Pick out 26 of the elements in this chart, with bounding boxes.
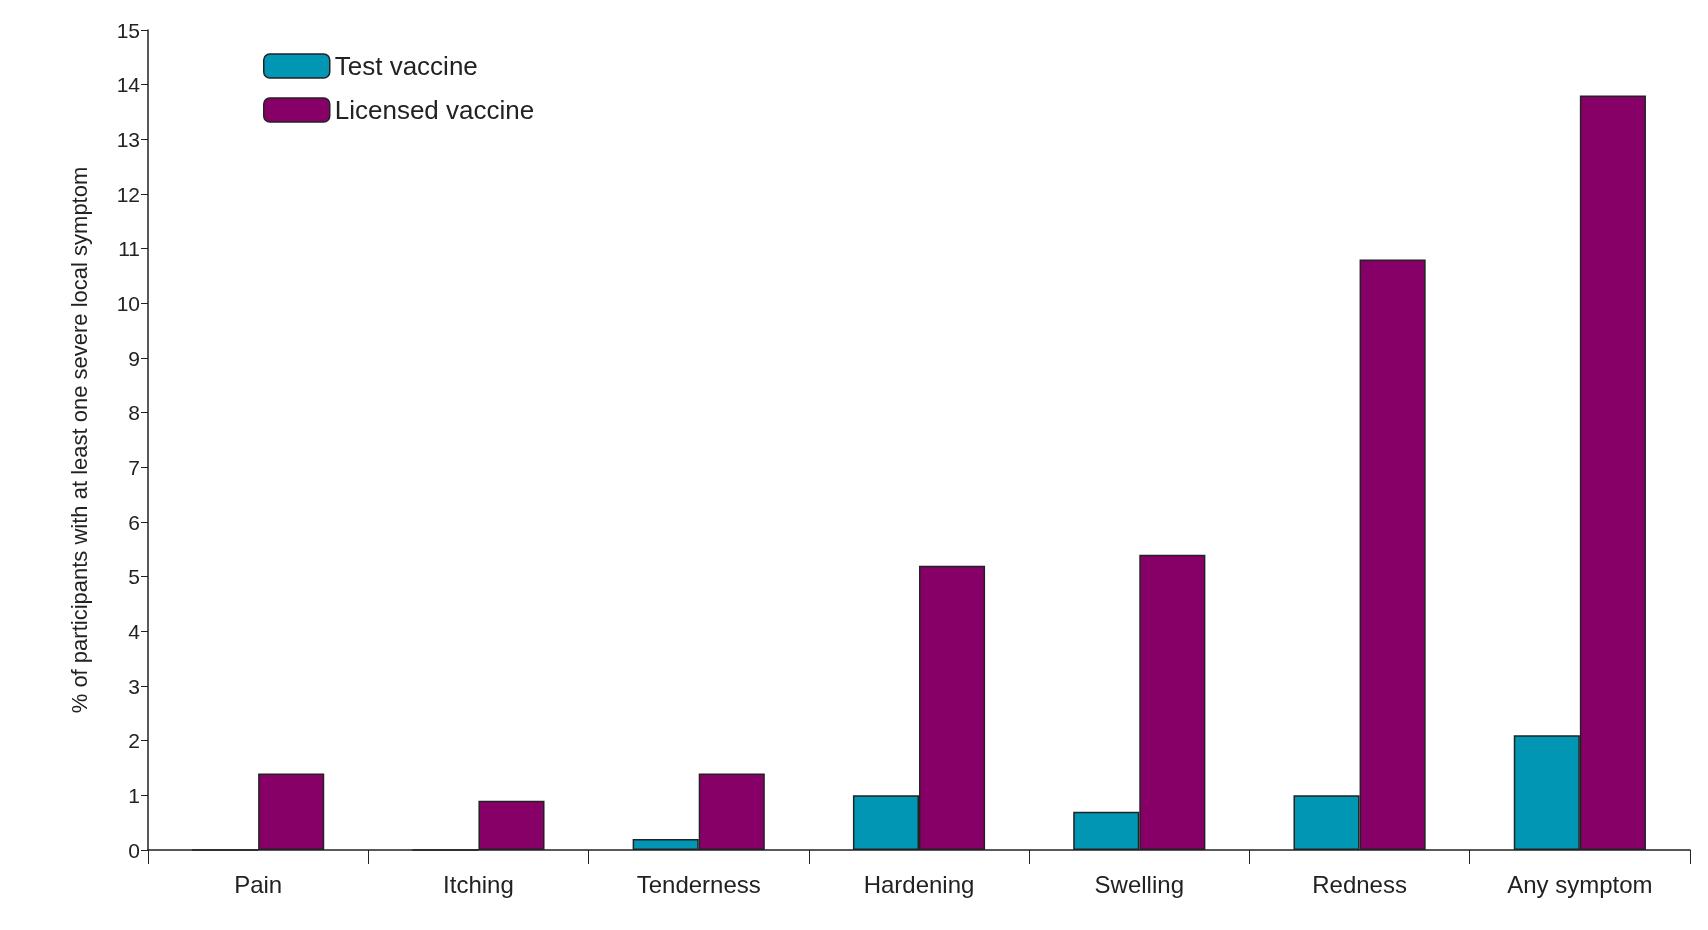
y-tick-label: 15 [116, 18, 140, 42]
y-tick-label: 2 [128, 729, 140, 753]
y-tick-label: 10 [116, 291, 140, 315]
x-tick-label: Hardening [863, 870, 975, 898]
y-tick-label: 12 [116, 182, 140, 206]
legend-label: Test vaccine [334, 51, 478, 81]
y-tick-label: 11 [118, 237, 140, 261]
y-tick-label: 1 [128, 783, 140, 807]
x-tick-label: Pain [234, 870, 283, 898]
y-tick-label: 4 [128, 619, 141, 643]
x-tick-label: Redness [1312, 870, 1407, 898]
y-tick-label: 5 [128, 565, 140, 589]
x-tick-label: Swelling [1094, 870, 1184, 898]
y-tick-label: 3 [128, 674, 140, 698]
y-tick-label: 14 [116, 73, 141, 97]
x-tick-label: Itching [443, 870, 514, 898]
y-tick-label: 7 [128, 455, 140, 479]
y-axis-title: % of participants with at least one severe local symptom [66, 166, 92, 714]
x-tick-label: Tenderness [636, 870, 761, 898]
y-tick-label: 8 [128, 401, 140, 425]
legend-label: Licensed vaccine [334, 95, 535, 125]
x-tick-label: Any symptom [1507, 870, 1653, 898]
y-tick-label: 6 [128, 510, 140, 534]
y-tick-label: 9 [128, 346, 140, 370]
y-tick-label: 13 [116, 127, 140, 151]
y-tick-label: 0 [128, 838, 140, 862]
